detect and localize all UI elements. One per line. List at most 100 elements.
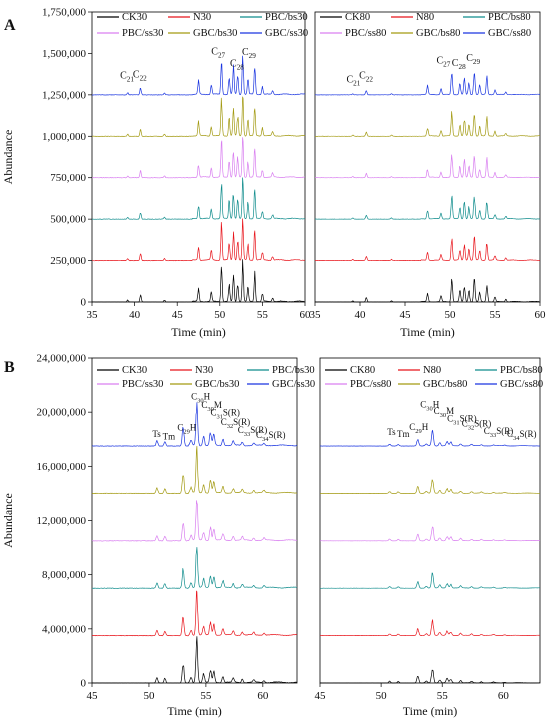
annotation-base: Tm [163,431,176,441]
peak-annotation: C28 [230,59,244,72]
x-axis-label: Time (min) [167,704,222,718]
peak-annotation: C33S(R) [238,425,268,438]
annotation-base: C [434,406,440,416]
legend-entry: CK30 [122,365,147,376]
trace-pbc-ss80 [319,526,541,542]
annotation-base: C [484,426,490,436]
annotation-suffix: H [422,422,429,432]
peak-annotation: Tm [397,429,410,439]
trace-gbc-bs30 [91,96,306,137]
y-axis-label: Abundance [1,493,15,548]
x-tick-label: 60 [300,309,312,321]
peak-annotation: C27 [437,55,451,68]
panel-label: B [4,359,15,376]
legend-entry: CK80 [345,12,370,23]
x-tick-label: 40 [355,309,367,321]
annotation-base: C [452,58,459,69]
trace-gbc-ss80 [320,429,541,447]
peak-annotation: C30M [434,406,455,419]
trace-n80 [319,619,540,637]
peak-annotation: C31S(R) [210,408,240,421]
x-axis-label: Time (min) [403,704,458,718]
plot-right: 45 50 55 60 Time (min) CK80 N80 PBC/bs80 PBC/ss8… [315,357,543,718]
peak-annotation: Ts [387,427,396,437]
trace-gbc-bs30 [91,445,298,495]
legend-entry: GBC/bs30 [193,28,237,39]
peak-annotation: C30H [191,391,210,404]
legend-entry: PBC/ss30 [122,379,163,390]
legend-entry: PBC/ss30 [122,28,163,39]
legend-entry: PBC/ss80 [350,379,391,390]
legend-entry: GBC/bs80 [423,379,467,390]
peak-annotation: C34S(R) [507,429,537,442]
legend-entry: GBC/ss30 [265,28,308,39]
y-axis-label: Abundance [1,130,15,185]
annotation-base: C [359,70,366,81]
annotation-subscript: 33 [490,432,496,439]
y-tick-label: 16,000,000 [37,461,87,473]
legend-entry: N80 [416,12,434,23]
trace-n30 [91,218,305,262]
peak-annotation: C32S(R) [221,417,251,430]
x-tick-label: 40 [129,309,141,321]
annotation-subscript: 31 [453,420,459,427]
peak-annotation: C29H [409,422,428,435]
annotation-base: C [420,399,426,409]
plot-frame [91,357,298,684]
x-tick-label: 45 [400,309,412,321]
annotation-subscript: 32 [227,423,233,430]
x-tick-label: 35 [310,309,322,321]
annotation-suffix: H [433,399,440,409]
annotation-base: C [230,59,237,70]
annotation-suffix: S(R) [223,408,240,418]
trace-pbc-bs80 [314,195,541,220]
peak-annotation: Ts [152,429,161,439]
annotation-suffix: S(R) [250,425,267,435]
trace-n30 [91,590,298,637]
annotation-subscript: 27 [218,51,226,59]
plot-right: 35 40 45 50 55 60 Time (min) CK80 N80 PBC/bs80 PBC… [310,11,546,339]
annotation-suffix: M [446,406,454,416]
legend-entry: PBC/bs30 [272,365,315,376]
peak-annotation: C33S(R) [484,426,514,439]
x-tick-label: 55 [200,690,212,702]
legend-entry: PBC/ss80 [345,28,386,39]
annotation-subscript: 30 [197,397,203,404]
annotation-base: C [211,46,218,57]
trace-ck30 [92,259,306,303]
annotation-base: Tm [397,429,410,439]
annotation-suffix: H [204,391,211,401]
y-tick-label: 1,000,000 [42,131,87,143]
legend-entry: GBC/ss80 [488,28,531,39]
annotation-subscript: 31 [216,414,222,421]
y-tick-label: 0 [81,297,87,309]
legend-entry: PBC/bs80 [500,365,543,376]
x-axis-label: Time (min) [171,325,226,339]
plot-left: 45 50 55 60 Time (min) CK30 N30 PBC/bs30 PBC/ss3… [87,357,315,718]
trace-pbc-bs30 [91,546,298,589]
annotation-suffix: S(R) [268,430,285,440]
trace-ck30 [92,636,298,684]
trace-pbc-bs30 [91,177,306,220]
panel-b: B Abundance 0 4,000,000 8,000,000 12,000,000 1… [1,353,543,718]
annotation-base: C [466,53,473,64]
peak-annotation: C30M [201,400,222,413]
x-tick-label: 55 [490,309,502,321]
annotation-suffix: S(R) [460,414,477,424]
y-tick-label: 8,000,000 [42,569,87,581]
x-tick-label: 60 [498,690,510,702]
annotation-base: C [462,418,468,428]
annotation-suffix: S(R) [233,417,250,427]
peak-annotation: C22 [359,70,373,83]
annotation-base: C [256,430,262,440]
annotation-base: C [437,55,444,66]
annotation-subscript: 21 [127,75,135,83]
annotation-subscript: 29 [415,428,421,435]
peak-annotation: C34S(R) [256,430,286,443]
trace-gbc-bs80 [314,111,541,137]
legend-entry: PBC/bs30 [265,12,308,23]
x-tick-label: 45 [87,690,99,702]
trace-pbc-ss80 [314,154,540,179]
peak-annotation: C28 [452,58,466,71]
